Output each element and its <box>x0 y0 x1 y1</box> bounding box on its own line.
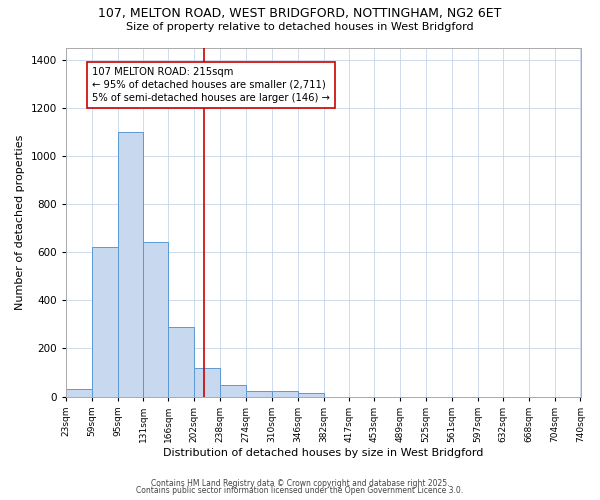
Bar <box>66 390 92 396</box>
Bar <box>143 242 169 396</box>
Bar <box>169 326 194 396</box>
Text: Contains public sector information licensed under the Open Government Licence 3.: Contains public sector information licen… <box>136 486 464 495</box>
Bar <box>272 390 298 396</box>
Bar <box>220 384 246 396</box>
Bar <box>92 248 118 396</box>
Bar <box>194 368 220 396</box>
Text: 107 MELTON ROAD: 215sqm
← 95% of detached houses are smaller (2,711)
5% of semi-: 107 MELTON ROAD: 215sqm ← 95% of detache… <box>92 67 329 103</box>
Text: Contains HM Land Registry data © Crown copyright and database right 2025.: Contains HM Land Registry data © Crown c… <box>151 478 449 488</box>
Bar <box>118 132 143 396</box>
Bar <box>298 393 323 396</box>
Bar <box>246 390 272 396</box>
X-axis label: Distribution of detached houses by size in West Bridgford: Distribution of detached houses by size … <box>163 448 484 458</box>
Text: Size of property relative to detached houses in West Bridgford: Size of property relative to detached ho… <box>126 22 474 32</box>
Text: 107, MELTON ROAD, WEST BRIDGFORD, NOTTINGHAM, NG2 6ET: 107, MELTON ROAD, WEST BRIDGFORD, NOTTIN… <box>98 8 502 20</box>
Y-axis label: Number of detached properties: Number of detached properties <box>15 134 25 310</box>
